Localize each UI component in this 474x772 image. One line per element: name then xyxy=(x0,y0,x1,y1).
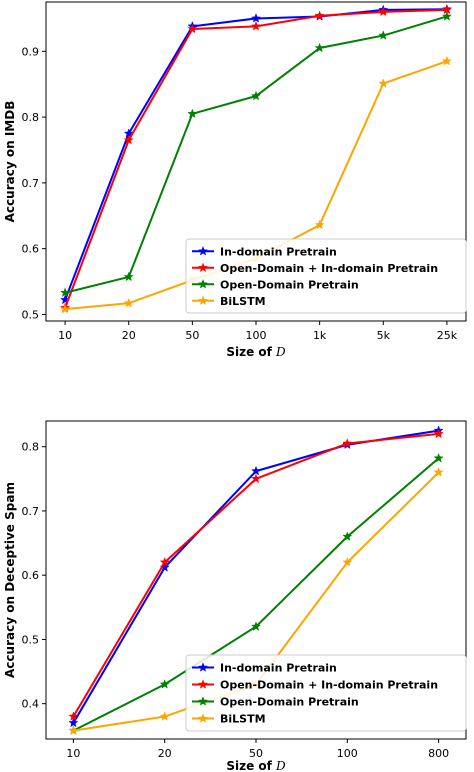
y-tick-label: 0.6 xyxy=(22,243,40,256)
series-1 xyxy=(68,428,444,721)
series-1 xyxy=(60,4,452,313)
data-point xyxy=(441,11,452,21)
x-axis-label: Size of D xyxy=(226,759,286,772)
data-point xyxy=(342,438,353,448)
x-tick-label: 20 xyxy=(158,747,172,760)
y-tick-label: 0.7 xyxy=(22,505,40,518)
y-tick-label: 0.5 xyxy=(22,308,40,321)
data-point xyxy=(250,13,262,23)
x-tick-label: 10 xyxy=(58,329,72,342)
legend-item: Open-Domain Pretrain xyxy=(192,278,359,291)
legend-item: Open-Domain Pretrain xyxy=(192,696,359,709)
data-point xyxy=(60,303,71,314)
x-tick-label: 50 xyxy=(185,329,199,342)
x-tick-label: 10 xyxy=(66,747,80,760)
data-point xyxy=(250,473,262,484)
data-point xyxy=(378,6,389,17)
y-axis-label: Accuracy on IMDB xyxy=(3,101,17,223)
y-tick-label: 0.9 xyxy=(22,45,40,58)
data-point xyxy=(68,711,79,721)
data-point xyxy=(68,717,79,728)
chart-imdb: 10 20 50 100 1k 5k 25k 0.5 0.6 0.7 0.8 0.9 Size of D… xyxy=(3,1,467,359)
legend-item: In-domain Pretrain xyxy=(192,662,337,675)
x-tick-label: 800 xyxy=(428,747,449,760)
data-point xyxy=(123,271,134,282)
x-tick-label: 100 xyxy=(246,329,267,342)
legend-label: Open-Domain Pretrain xyxy=(220,278,359,291)
data-point xyxy=(159,711,170,721)
data-point xyxy=(433,452,444,463)
x-tick-label: 100 xyxy=(337,747,358,760)
data-point xyxy=(187,108,198,119)
data-point xyxy=(314,42,325,53)
data-point xyxy=(250,465,262,476)
data-point xyxy=(433,428,444,439)
y-tick-label: 0.5 xyxy=(22,633,40,646)
data-point xyxy=(60,287,71,298)
data-point xyxy=(433,467,444,477)
y-tick-label: 0.8 xyxy=(22,441,40,454)
data-point xyxy=(250,90,262,101)
data-point xyxy=(68,725,79,735)
data-point xyxy=(187,23,198,34)
legend-label: BiLSTM xyxy=(220,295,266,308)
legend-item: In-domain Pretrain xyxy=(192,245,337,258)
series-2 xyxy=(60,11,452,298)
data-point xyxy=(250,21,262,31)
data-point xyxy=(314,219,325,230)
legend: In-domain Pretrain Open-Domain + In-domai… xyxy=(185,238,467,314)
legend-item: BiLSTM xyxy=(192,713,266,726)
data-point xyxy=(378,78,389,88)
x-tick-label: 50 xyxy=(249,747,263,760)
legend-item: BiLSTM xyxy=(192,295,266,308)
x-tick-label: 25k xyxy=(437,329,458,342)
data-point xyxy=(314,10,325,21)
legend-item: Open-Domain + In-domain Pretrain xyxy=(192,262,438,275)
data-point xyxy=(342,557,353,567)
data-point xyxy=(159,557,170,567)
legend-item: Open-Domain + In-domain Pretrain xyxy=(192,679,438,692)
legend-label: BiLSTM xyxy=(220,713,266,726)
data-point xyxy=(342,531,353,541)
data-point xyxy=(159,679,170,689)
data-point xyxy=(123,297,134,308)
data-point xyxy=(250,621,262,631)
x-tick-label: 20 xyxy=(122,329,136,342)
y-axis-label: Accuracy on Deceptive Spam xyxy=(3,482,17,678)
data-point xyxy=(123,134,134,145)
data-point xyxy=(378,30,389,40)
y-tick-label: 0.8 xyxy=(22,111,40,124)
x-axis-label: Size of D xyxy=(226,345,286,359)
legend-label: In-domain Pretrain xyxy=(220,245,337,258)
y-tick-label: 0.6 xyxy=(22,569,40,582)
legend: In-domain Pretrain Open-Domain + In-domai… xyxy=(185,654,467,732)
x-tick-label: 1k xyxy=(313,329,327,342)
legend-label: Open-Domain + In-domain Pretrain xyxy=(220,262,438,275)
y-tick-label: 0.4 xyxy=(22,698,40,711)
legend-label: Open-Domain + In-domain Pretrain xyxy=(220,679,438,692)
data-point xyxy=(441,55,452,66)
x-tick-label: 5k xyxy=(377,329,391,342)
chart-deceptive-spam: 10 20 50 100 800 0.4 0.5 0.6 0.7 0.8 Size of D Accu… xyxy=(3,420,467,772)
legend-label: In-domain Pretrain xyxy=(220,662,337,675)
y-tick-label: 0.7 xyxy=(22,177,40,190)
legend-label: Open-Domain Pretrain xyxy=(220,696,359,709)
